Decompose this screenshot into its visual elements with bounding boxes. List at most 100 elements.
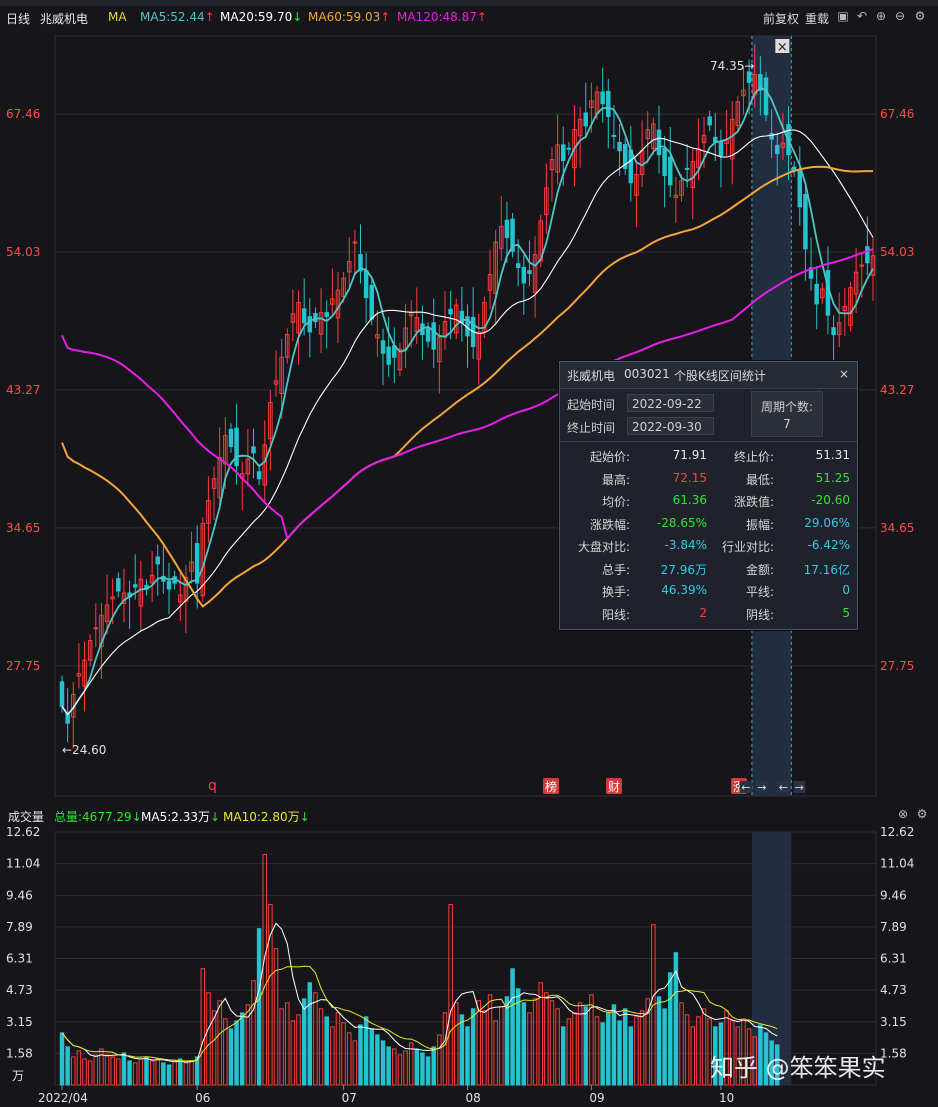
candle[interactable] — [510, 218, 515, 252]
volume-bar[interactable] — [268, 904, 273, 1086]
end-time-field[interactable]: 2022-09-30 — [627, 417, 714, 435]
candle[interactable] — [532, 254, 538, 293]
volume-bar[interactable] — [532, 998, 538, 1086]
volume-bar[interactable] — [363, 1016, 369, 1086]
volume-bar[interactable] — [138, 1058, 144, 1086]
candle[interactable] — [611, 134, 617, 137]
volume-bar[interactable] — [279, 1008, 284, 1086]
candle[interactable] — [865, 246, 870, 264]
volume-bar[interactable] — [403, 1050, 408, 1086]
candle[interactable] — [544, 187, 549, 216]
volume-bar[interactable] — [189, 1060, 194, 1086]
candle[interactable] — [256, 471, 262, 480]
candle[interactable] — [211, 478, 217, 489]
candle[interactable] — [515, 263, 521, 268]
candle[interactable] — [82, 659, 87, 687]
volume-bar[interactable] — [572, 1012, 577, 1086]
gear-icon[interactable]: ⚙ — [914, 9, 926, 23]
candle[interactable] — [330, 298, 335, 305]
volume-bar[interactable] — [335, 1012, 341, 1086]
candle[interactable] — [859, 264, 864, 267]
volume-bar[interactable] — [510, 968, 515, 1086]
volume-bar[interactable] — [431, 1046, 436, 1086]
volume-bar[interactable] — [200, 968, 206, 1086]
candle[interactable] — [583, 112, 589, 127]
candle[interactable] — [651, 123, 656, 149]
volume-bar[interactable] — [544, 992, 549, 1086]
volume-bar[interactable] — [639, 1010, 645, 1086]
undo-icon[interactable]: ↶ — [856, 9, 868, 23]
candle[interactable] — [76, 673, 82, 677]
volume-bar[interactable] — [538, 982, 543, 1086]
volume-bar[interactable] — [470, 1008, 476, 1086]
volume-bar[interactable] — [622, 1008, 628, 1086]
volume-bar[interactable] — [324, 1016, 329, 1086]
volume-bar[interactable] — [707, 1018, 712, 1086]
volume-bar[interactable] — [99, 1048, 104, 1086]
candle[interactable] — [808, 267, 814, 279]
candle[interactable] — [572, 129, 577, 169]
candle[interactable] — [138, 578, 144, 607]
range-nudge-bg[interactable] — [755, 781, 768, 793]
volume-bar[interactable] — [769, 1040, 774, 1086]
volume-bar[interactable] — [617, 1020, 622, 1086]
volume-bar[interactable] — [746, 1028, 752, 1086]
volume-bar[interactable] — [662, 1008, 667, 1086]
candle[interactable] — [549, 159, 555, 171]
candle[interactable] — [380, 340, 386, 354]
volume-bar[interactable] — [352, 1040, 358, 1086]
candle[interactable] — [448, 308, 453, 315]
volume-bar[interactable] — [87, 1060, 93, 1086]
volume-bar[interactable] — [465, 1026, 470, 1086]
start-time-field[interactable]: 2022-09-22 — [627, 394, 714, 412]
candle[interactable] — [718, 141, 724, 157]
volume-bar[interactable] — [313, 992, 318, 1086]
volume-bar[interactable] — [256, 928, 262, 1086]
candle[interactable] — [560, 144, 566, 162]
dialog-close-icon[interactable]: × — [838, 367, 849, 381]
volume-bar[interactable] — [144, 1056, 149, 1086]
volume-bar[interactable] — [397, 1054, 403, 1086]
volume-chart[interactable]: 1.58 1.58 3.15 3.15 4.73 4.73 6.31 6.31 7.89 7.89… — [0, 826, 938, 1107]
candle[interactable] — [375, 334, 380, 339]
candle[interactable] — [820, 288, 825, 299]
volume-bar[interactable] — [386, 1046, 391, 1086]
volume-bar[interactable] — [183, 1062, 189, 1086]
volume-bar[interactable] — [414, 1048, 420, 1086]
candle[interactable] — [577, 118, 583, 137]
candle[interactable] — [679, 180, 684, 196]
candle[interactable] — [487, 274, 493, 291]
range-nudge-bg[interactable] — [777, 781, 790, 793]
volume-bar[interactable] — [211, 1010, 217, 1086]
volume-bar[interactable] — [758, 1024, 763, 1086]
volume-bar[interactable] — [166, 1064, 172, 1086]
candle[interactable] — [93, 627, 99, 630]
volume-bar[interactable] — [713, 1026, 718, 1086]
candle[interactable] — [566, 147, 572, 150]
volume-bar[interactable] — [437, 1034, 442, 1086]
candle[interactable] — [166, 580, 172, 590]
candle[interactable] — [803, 194, 808, 250]
candle[interactable] — [178, 594, 183, 603]
candle[interactable] — [132, 584, 138, 588]
volume-bar[interactable] — [262, 853, 267, 1086]
candle[interactable] — [741, 89, 746, 97]
volume-bar[interactable] — [594, 1016, 600, 1086]
candle[interactable] — [814, 283, 819, 305]
candle[interactable] — [634, 174, 639, 196]
volume-bar[interactable] — [121, 1052, 127, 1086]
candle[interactable] — [870, 255, 876, 276]
volume-bar[interactable] — [223, 1018, 228, 1086]
candle[interactable] — [606, 90, 611, 117]
volume-bar[interactable] — [499, 1006, 504, 1086]
candle[interactable] — [482, 302, 487, 333]
candle[interactable] — [324, 312, 329, 317]
volume-bar[interactable] — [741, 1018, 746, 1086]
volume-bar[interactable] — [116, 1058, 121, 1086]
zoom-in-icon[interactable]: ⊕ — [875, 9, 887, 23]
candle[interactable] — [499, 225, 504, 249]
candle[interactable] — [853, 271, 859, 295]
volume-bar[interactable] — [668, 972, 673, 1086]
volume-bar[interactable] — [296, 1014, 301, 1086]
volume-bar[interactable] — [752, 1036, 757, 1086]
